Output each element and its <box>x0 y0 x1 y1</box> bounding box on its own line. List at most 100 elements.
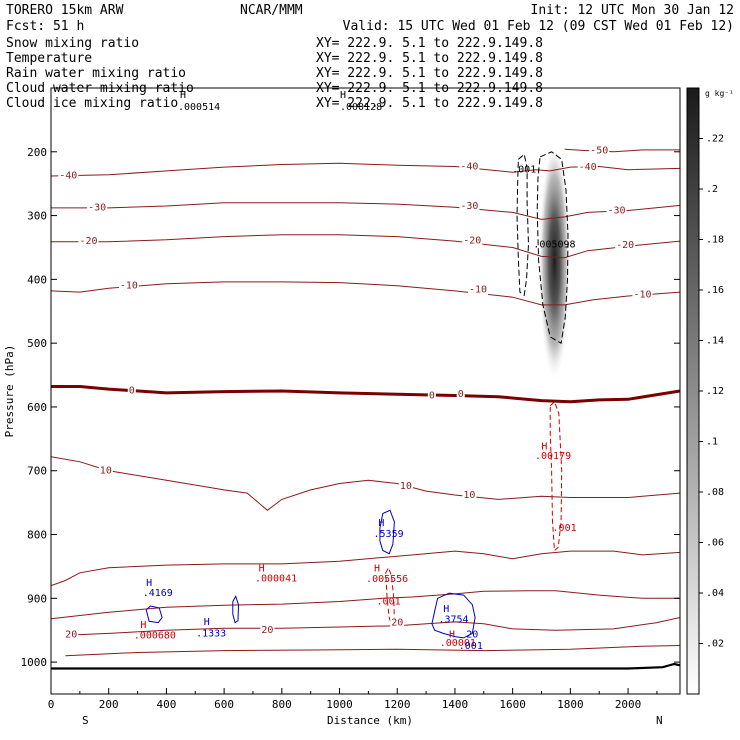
colorbar-tick-label: .16 <box>706 285 724 296</box>
rain-label: H <box>374 563 380 574</box>
field-xy-rain: XY= 222.9. 5.1 to 222.9.149.8 <box>316 66 543 81</box>
cloud-water-contour <box>145 605 163 624</box>
x-tick-label: 400 <box>156 698 176 711</box>
cloud-water-label: .4169 <box>143 588 173 599</box>
y-tick-label: 900 <box>27 592 47 605</box>
isotherm-line <box>65 617 680 636</box>
cloud-water-label: .3754 <box>438 614 468 625</box>
x-tick-label: 1400 <box>442 698 469 711</box>
isotherm-line <box>65 645 680 657</box>
x-tick-label: 600 <box>214 698 234 711</box>
isotherm-label: 0 <box>458 389 464 400</box>
colorbar-tick-label: .22 <box>706 134 724 145</box>
isotherm-label: -40 <box>460 161 478 172</box>
colorbar-tick-label: .02 <box>706 639 724 650</box>
isotherm-label: -40 <box>59 170 77 181</box>
isotherm-label: 0 <box>429 390 435 401</box>
colorbar-tick-label: .1 <box>706 437 718 448</box>
isotherm-label: -30 <box>607 205 625 216</box>
colorbar <box>686 87 700 695</box>
x-tick-label: 1200 <box>384 698 411 711</box>
isotherm-line <box>564 148 680 153</box>
field-name-cloud-ice: Cloud ice mixing ratio <box>6 96 178 111</box>
ice-max-label: .000514 <box>178 102 220 113</box>
y-axis-title: Pressure (hPa) <box>3 345 16 438</box>
field-name-snow: Snow mixing ratio <box>6 36 139 51</box>
isotherm-line <box>51 550 680 587</box>
field-xy-temperature: XY= 222.9. 5.1 to 222.9.149.8 <box>316 51 543 66</box>
y-tick-label: 800 <box>27 529 47 542</box>
isotherm-label: -40 <box>579 162 597 173</box>
x-tick-label: 1000 <box>326 698 353 711</box>
isotherm-label: -20 <box>463 235 481 246</box>
x-tick-label: 1800 <box>557 698 584 711</box>
colorbar-tick-label: .06 <box>706 538 724 549</box>
isotherm-label: -10 <box>633 290 651 301</box>
rain-label: H <box>259 563 265 574</box>
init-time: Init: 12 UTC Mon 30 Jan 12 <box>531 3 735 18</box>
rain-label: H <box>140 620 146 631</box>
cloud-water-contour <box>232 595 240 624</box>
x-tick-label: 2000 <box>615 698 642 711</box>
isotherm-label: 10 <box>100 466 112 477</box>
colorbar-tick-label: .12 <box>706 386 724 397</box>
isotherm-label: -50 <box>590 146 608 157</box>
field-xy-snow: XY= 222.9. 5.1 to 222.9.149.8 <box>316 36 543 51</box>
isotherm-line <box>51 202 680 220</box>
isotherm-label: 20 <box>261 625 273 636</box>
colorbar-tick-label: .08 <box>706 487 724 498</box>
isotherm-line <box>51 281 680 306</box>
isotherm-label: 10 <box>400 481 412 492</box>
org-label: NCAR/MMM <box>240 3 303 18</box>
snow-max-label: .005098 <box>533 239 575 250</box>
isotherm-label: -20 <box>79 236 97 247</box>
isotherm-label: 10 <box>463 490 475 501</box>
y-tick-label: 200 <box>27 146 47 159</box>
x-tick-label: 200 <box>99 698 119 711</box>
isotherm-label: 20 <box>65 630 77 641</box>
colorbar-tick-label: .04 <box>706 588 724 599</box>
y-tick-label: 600 <box>27 401 47 414</box>
isotherm-label: -10 <box>469 285 487 296</box>
field-name-rain: Rain water mixing ratio <box>6 66 186 81</box>
colorbar-tick-label: .18 <box>706 235 724 246</box>
rain-label: .000041 <box>255 574 297 585</box>
isotherm-line <box>51 385 680 404</box>
isotherm-label: -10 <box>120 281 138 292</box>
plot-area: -40 -30 -20 -10 0 0 0 10 10 10 20 20 20 -40 -30 -20 -10 -… <box>51 145 680 670</box>
rain-label: .00001 <box>440 638 476 649</box>
south-label: S <box>82 714 89 727</box>
ice-max2-label: .000128 <box>340 102 382 113</box>
isotherm-line <box>51 456 680 511</box>
ice-contour <box>516 153 530 297</box>
y-tick-label: 700 <box>27 465 47 478</box>
x-tick-label: 800 <box>272 698 292 711</box>
ice-max-h: H <box>180 90 186 101</box>
cloud-water-label: H <box>378 518 384 529</box>
field-name-temperature: Temperature <box>6 51 92 66</box>
cloud-water-label: H <box>443 604 449 615</box>
rain-contour <box>549 400 563 552</box>
y-tick-label: 400 <box>27 273 47 286</box>
cloud-water-label: 20 <box>466 630 478 641</box>
north-label: N <box>656 714 663 727</box>
cloud-water-label: .5359 <box>374 529 404 540</box>
x-tick-label: 1600 <box>499 698 526 711</box>
rain-label: .005556 <box>366 574 408 585</box>
rain-label: H <box>541 441 547 452</box>
y-tick-label: 500 <box>27 337 47 350</box>
isotherm-label: 20 <box>391 618 403 629</box>
x-axis-title: Distance (km) <box>327 714 413 727</box>
x-tick-label: 0 <box>48 698 55 711</box>
colorbar-tick-label: .2 <box>706 184 718 195</box>
ice-contour-label: .001 <box>512 165 536 176</box>
isotherm-label: -30 <box>460 201 478 212</box>
field-xy-cloud-ice: XY= 222.9. 5.1 to 222.9.149.8 <box>316 96 543 111</box>
plot-frame <box>50 87 681 695</box>
valid-time: Valid: 15 UTC Wed 01 Feb 12 (09 CST Wed … <box>343 19 734 34</box>
cloud-water-label: .1333 <box>196 628 226 639</box>
colorbar-tick-label: .14 <box>706 336 724 347</box>
isotherm-line <box>51 234 680 259</box>
rain-label: .000680 <box>134 630 176 641</box>
